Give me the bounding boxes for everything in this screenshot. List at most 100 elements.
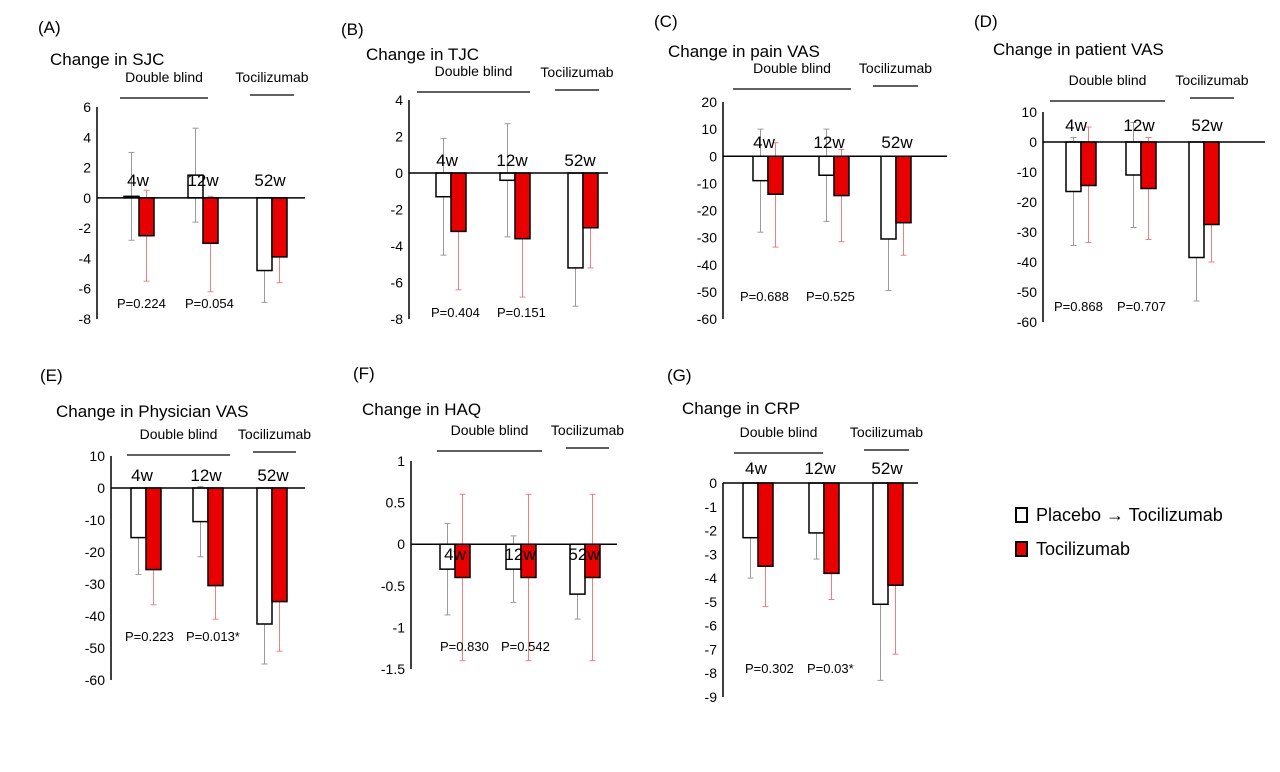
y-tick-label: -30 (1017, 224, 1037, 240)
category-label: 12w (813, 133, 845, 152)
bar-placebo (192, 487, 209, 523)
bar-tocilizumab (271, 197, 288, 258)
y-tick-label: 0 (709, 148, 717, 164)
category-label: 4w (753, 133, 775, 152)
chart-title: Change in TJC (366, 45, 479, 64)
category-label: 52w (881, 133, 913, 152)
p-value-label: P=0.830 (440, 639, 489, 654)
y-tick-label: -20 (697, 203, 717, 219)
y-tick-label: 10 (701, 121, 717, 137)
bar-tocilizumab (823, 482, 840, 575)
bar-placebo (256, 487, 273, 625)
y-tick-label: 4 (395, 92, 403, 108)
bar-placebo (130, 487, 147, 539)
y-tick-label: 0 (395, 165, 403, 181)
y-tick-label: 4 (83, 129, 91, 145)
category-label: 4w (745, 459, 767, 478)
chart-panel-g: (G) Change in CRP Double blind Tocilizumab 0… (667, 366, 923, 705)
bar-placebo (880, 155, 897, 240)
y-tick-label: 20 (701, 94, 717, 110)
y-tick-label: -40 (1017, 254, 1037, 270)
category-label: 12w (496, 151, 528, 170)
y-tick-label: 0 (97, 480, 105, 496)
bar-placebo (742, 482, 759, 539)
category-label: 4w (436, 151, 458, 170)
p-value-label: P=0.03* (807, 661, 854, 676)
legend-swatch-tocilizumab (1015, 541, 1028, 557)
panel-tag: (A) (38, 18, 61, 37)
y-tick-label: -2 (705, 523, 718, 539)
category-label: 4w (127, 171, 149, 190)
group-label-tocilizumab: Tocilizumab (540, 64, 613, 80)
y-tick-label: -4 (705, 570, 718, 586)
category-label: 52w (257, 466, 289, 485)
category-label: 4w (444, 545, 466, 564)
group-label-double-blind: Double blind (435, 63, 513, 79)
y-tick-label: 6 (83, 99, 91, 115)
bar-placebo (818, 155, 835, 176)
y-tick-label: -50 (697, 284, 717, 300)
p-value-label: P=0.013* (186, 629, 240, 644)
group-label-tocilizumab: Tocilizumab (238, 426, 311, 442)
category-label: 4w (1065, 116, 1087, 135)
bar-tocilizumab (1080, 141, 1097, 187)
y-tick-label: -5 (705, 594, 718, 610)
group-label-double-blind: Double blind (740, 424, 818, 440)
y-tick-label: -20 (1017, 194, 1037, 210)
y-tick-label: -8 (705, 665, 718, 681)
y-tick-label: -1 (705, 499, 718, 515)
group-label-double-blind: Double blind (753, 60, 831, 76)
panel-tag: (C) (654, 12, 678, 31)
bar-placebo (435, 172, 452, 198)
y-tick-label: 10 (89, 448, 105, 464)
category-label: 12w (187, 171, 219, 190)
bar-tocilizumab (1203, 141, 1220, 226)
bar-tocilizumab (582, 172, 599, 229)
y-tick-label: -8 (391, 311, 404, 327)
p-value-label: P=0.868 (1054, 299, 1103, 314)
y-tick-label: -0.5 (381, 578, 405, 594)
legend-swatch-placebo (1015, 507, 1028, 523)
category-label: 52w (1191, 116, 1223, 135)
y-tick-label: -50 (85, 640, 105, 656)
y-tick-label: -10 (697, 175, 717, 191)
legend-label-tocilizumab: Tocilizumab (1036, 538, 1131, 559)
y-tick-label: -6 (391, 275, 404, 291)
category-label: 12w (190, 466, 222, 485)
bar-placebo (499, 172, 516, 182)
bar-placebo (1065, 141, 1082, 193)
y-tick-label: 0.5 (386, 495, 406, 511)
panel-tag: (F) (353, 364, 375, 383)
y-tick-label: 2 (395, 129, 403, 145)
bar-placebo (256, 197, 273, 272)
bar-placebo (752, 155, 769, 182)
category-label: 52w (254, 171, 286, 190)
group-label-tocilizumab: Tocilizumab (859, 60, 932, 76)
bar-placebo (872, 482, 889, 606)
y-tick-label: 1 (397, 453, 405, 469)
group-label-tocilizumab: Tocilizumab (850, 424, 923, 440)
group-label-double-blind: Double blind (125, 69, 203, 85)
category-label: 12w (1123, 116, 1155, 135)
y-tick-label: -60 (85, 672, 105, 688)
group-label-double-blind: Double blind (1069, 72, 1147, 88)
panel-tag: (B) (341, 20, 364, 39)
p-value-label: P=0.054 (185, 296, 234, 311)
category-label: 12w (804, 459, 836, 478)
y-tick-label: 0 (1029, 134, 1037, 150)
y-tick-label: -50 (1017, 284, 1037, 300)
category-label: 52w (871, 459, 903, 478)
bar-tocilizumab (207, 487, 224, 587)
bar-tocilizumab (767, 155, 784, 195)
y-tick-label: 0 (397, 536, 405, 552)
y-tick-label: 0 (83, 190, 91, 206)
y-tick-label: 10 (1021, 104, 1037, 120)
bar-tocilizumab (757, 482, 774, 567)
bar-tocilizumab (138, 197, 155, 237)
panel-tag: (E) (40, 366, 63, 385)
bar-placebo (567, 172, 584, 269)
p-value-label: P=0.688 (740, 289, 789, 304)
bar-tocilizumab (271, 487, 288, 603)
